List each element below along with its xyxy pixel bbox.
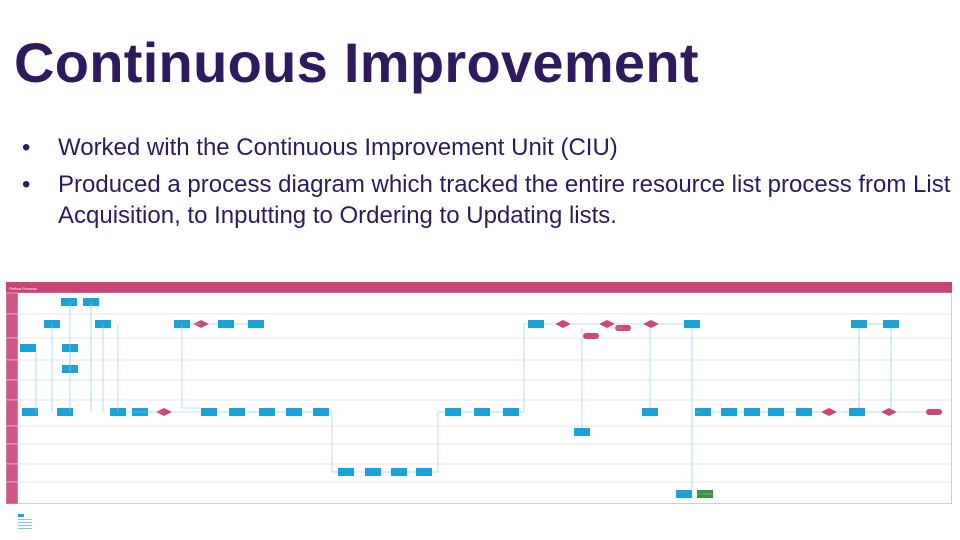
- process-step: [391, 468, 407, 476]
- bullet-text: Worked with the Continuous Improvement U…: [58, 134, 618, 161]
- process-step: [744, 408, 760, 416]
- lane-label-block: [5, 463, 19, 483]
- decision-node: [555, 320, 571, 328]
- process-step: [445, 408, 461, 416]
- bullet-dot: •: [22, 134, 31, 161]
- lane-label-block: [5, 379, 19, 401]
- process-step: [22, 408, 38, 416]
- bullet-list: • Worked with the Continuous Improvement…: [22, 132, 952, 237]
- process-step: [218, 320, 234, 328]
- process-step: [695, 408, 711, 416]
- lane-label-block: [5, 425, 19, 445]
- decision-node: [881, 408, 897, 416]
- lane-label-block: [5, 313, 19, 339]
- process-diagram: Reflow Process: [5, 282, 952, 505]
- lane-label-block: [5, 399, 19, 427]
- process-step: [201, 408, 217, 416]
- process-step: [574, 428, 590, 436]
- decision-node: [643, 320, 659, 328]
- diagram-header: [6, 282, 952, 293]
- process-step: [474, 408, 490, 416]
- process-step: [849, 408, 865, 416]
- process-step: [20, 344, 36, 352]
- process-step: [721, 408, 737, 416]
- diagram-header-label: Reflow Process: [9, 286, 37, 291]
- bullet-text: Produced a process diagram which tracked…: [58, 171, 951, 229]
- process-step: [61, 298, 77, 306]
- process-step: [796, 408, 812, 416]
- process-step: [286, 408, 302, 416]
- process-step: [229, 408, 245, 416]
- terminator-node: [926, 409, 942, 415]
- process-step: [642, 408, 658, 416]
- process-step: [676, 490, 692, 498]
- lane-label-block: [5, 337, 19, 361]
- diagram-legend: [18, 514, 32, 529]
- slide-title: Continuous Improvement: [14, 31, 699, 94]
- process-step: [365, 468, 381, 476]
- decision-node: [599, 320, 615, 328]
- process-step: [259, 408, 275, 416]
- process-step: [768, 408, 784, 416]
- terminator-node: [583, 333, 599, 339]
- process-step: [684, 320, 700, 328]
- lane-label-block: [5, 359, 19, 381]
- process-step: [503, 408, 519, 416]
- process-step: [248, 320, 264, 328]
- bullet-item: • Produced a process diagram which track…: [22, 169, 952, 231]
- decision-node: [821, 408, 837, 416]
- process-step: [851, 320, 867, 328]
- process-step: [338, 468, 354, 476]
- diagram-frame: [6, 282, 952, 504]
- process-step: [416, 468, 432, 476]
- process-step: [528, 320, 544, 328]
- process-step: [313, 408, 329, 416]
- lane-label-block: [5, 481, 19, 505]
- bullet-dot: •: [22, 171, 31, 198]
- lane-label-block: [5, 443, 19, 465]
- lane-label-block: [5, 292, 19, 315]
- process-diagram-svg: Reflow Process: [5, 282, 952, 505]
- bullet-item: • Worked with the Continuous Improvement…: [22, 132, 952, 163]
- process-step: [57, 408, 73, 416]
- process-step: [883, 320, 899, 328]
